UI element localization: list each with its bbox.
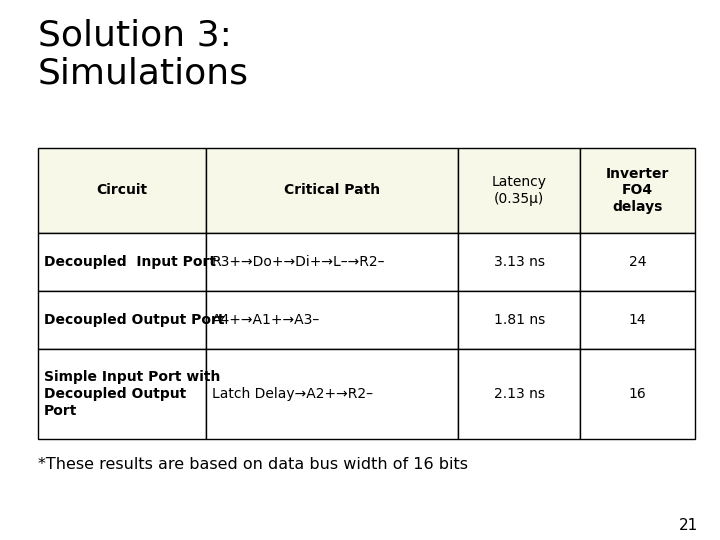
Bar [38,349,205,439]
Text: Simple Input Port with
Decoupled Output
Port: Simple Input Port with Decoupled Output … [44,370,220,418]
Bar [205,291,459,349]
Bar [38,233,205,291]
Text: 21: 21 [679,518,698,533]
Text: Critical Path: Critical Path [284,184,380,198]
Text: 14: 14 [629,313,647,327]
Bar [38,148,205,233]
Bar [205,148,459,233]
Text: Latch Delay→A2+→R2–: Latch Delay→A2+→R2– [212,387,372,401]
Text: Inverter
FO4
delays: Inverter FO4 delays [606,167,669,214]
Text: 3.13 ns: 3.13 ns [494,255,545,269]
Text: 16: 16 [629,387,647,401]
Bar [205,233,459,291]
Text: Latency
(0.35μ): Latency (0.35μ) [492,175,546,206]
Text: Solution 3:
Simulations: Solution 3: Simulations [38,18,249,90]
Text: R3+→Do+→Di+→L–→R2–: R3+→Do+→Di+→L–→R2– [212,255,385,269]
Bar [580,148,695,233]
Bar [580,291,695,349]
Bar [459,291,580,349]
Text: Circuit: Circuit [96,184,148,198]
Text: A4+→A1+→A3–: A4+→A1+→A3– [212,313,320,327]
Text: Decoupled Output Port: Decoupled Output Port [44,313,225,327]
Bar [205,349,459,439]
Text: 24: 24 [629,255,647,269]
Bar [459,349,580,439]
Bar [580,233,695,291]
Bar [580,349,695,439]
Bar [38,291,205,349]
Text: *These results are based on data bus width of 16 bits: *These results are based on data bus wid… [38,457,468,472]
Text: 1.81 ns: 1.81 ns [494,313,545,327]
Bar [459,148,580,233]
Bar [459,233,580,291]
Text: Decoupled  Input Port: Decoupled Input Port [44,255,216,269]
Text: 2.13 ns: 2.13 ns [494,387,545,401]
